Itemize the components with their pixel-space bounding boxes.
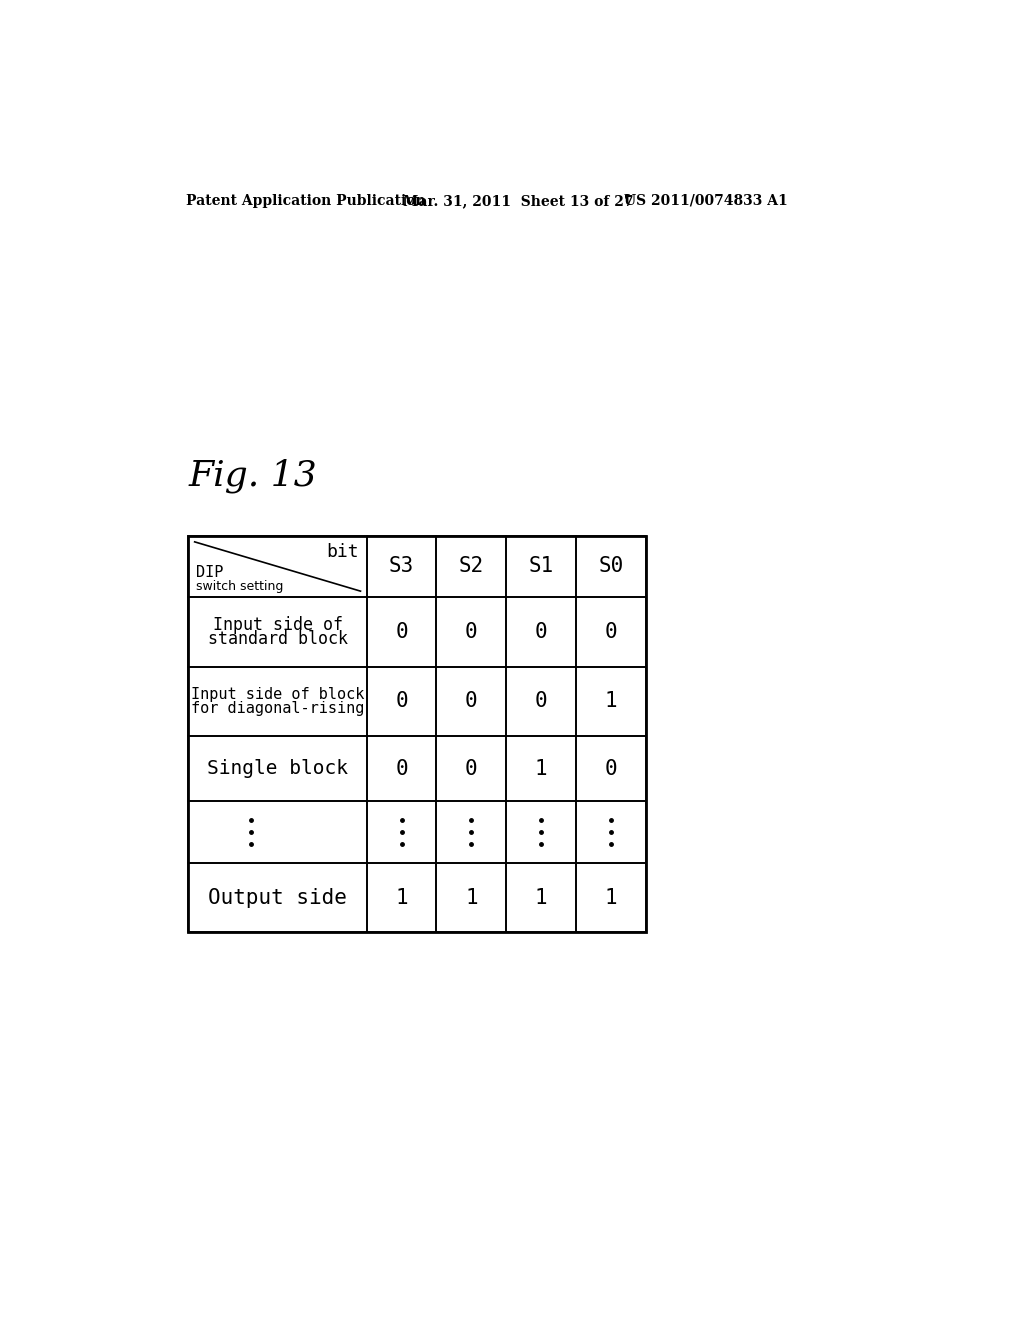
- Text: 0: 0: [535, 622, 548, 642]
- Bar: [188, 863, 367, 932]
- Bar: [188, 536, 367, 597]
- Bar: [506, 737, 575, 801]
- Text: 0: 0: [465, 692, 477, 711]
- Text: 0: 0: [604, 759, 617, 779]
- Bar: [506, 597, 575, 667]
- Bar: [575, 737, 646, 801]
- Bar: [436, 536, 506, 597]
- Text: 1: 1: [604, 887, 617, 908]
- Text: Single block: Single block: [207, 759, 348, 777]
- Bar: [367, 801, 436, 863]
- Text: 0: 0: [395, 692, 408, 711]
- Text: Mar. 31, 2011  Sheet 13 of 27: Mar. 31, 2011 Sheet 13 of 27: [403, 194, 634, 207]
- Bar: [367, 536, 436, 597]
- Text: Patent Application Publication: Patent Application Publication: [186, 194, 426, 207]
- Text: DIP: DIP: [197, 565, 223, 581]
- Text: S0: S0: [598, 557, 624, 577]
- Bar: [575, 597, 646, 667]
- Text: 1: 1: [465, 887, 477, 908]
- Bar: [367, 863, 436, 932]
- Bar: [506, 536, 575, 597]
- Bar: [436, 737, 506, 801]
- Bar: [188, 801, 367, 863]
- Text: S2: S2: [459, 557, 484, 577]
- Bar: [367, 667, 436, 737]
- Text: Input side of: Input side of: [213, 616, 343, 634]
- Text: Input side of block: Input side of block: [190, 686, 365, 702]
- Bar: [188, 597, 367, 667]
- Bar: [188, 536, 646, 932]
- Text: 0: 0: [604, 622, 617, 642]
- Text: 1: 1: [535, 887, 548, 908]
- Text: Output side: Output side: [208, 887, 347, 908]
- Bar: [367, 597, 436, 667]
- Bar: [436, 667, 506, 737]
- Text: 0: 0: [395, 622, 408, 642]
- Text: 0: 0: [465, 622, 477, 642]
- Bar: [575, 801, 646, 863]
- Text: Fig. 13: Fig. 13: [188, 459, 317, 494]
- Text: 1: 1: [604, 692, 617, 711]
- Text: 0: 0: [535, 692, 548, 711]
- Bar: [506, 801, 575, 863]
- Text: for diagonal-rising: for diagonal-rising: [190, 701, 365, 715]
- Bar: [506, 863, 575, 932]
- Text: 1: 1: [395, 887, 408, 908]
- Bar: [506, 667, 575, 737]
- Text: switch setting: switch setting: [197, 579, 284, 593]
- Bar: [436, 801, 506, 863]
- Text: S1: S1: [528, 557, 554, 577]
- Bar: [188, 667, 367, 737]
- Text: standard block: standard block: [208, 630, 347, 648]
- Text: S3: S3: [389, 557, 414, 577]
- Text: 0: 0: [395, 759, 408, 779]
- Text: US 2011/0074833 A1: US 2011/0074833 A1: [624, 194, 787, 207]
- Bar: [367, 737, 436, 801]
- Bar: [575, 863, 646, 932]
- Text: 0: 0: [465, 759, 477, 779]
- Bar: [575, 536, 646, 597]
- Bar: [436, 597, 506, 667]
- Text: 1: 1: [535, 759, 548, 779]
- Bar: [436, 863, 506, 932]
- Bar: [575, 667, 646, 737]
- Text: bit: bit: [327, 544, 359, 561]
- Bar: [188, 737, 367, 801]
